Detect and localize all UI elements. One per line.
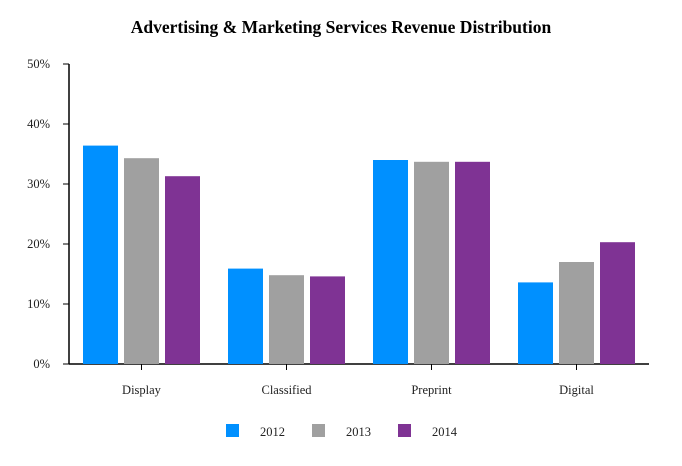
- bar-display-2012: [83, 145, 118, 364]
- bar-digital-2012: [518, 282, 553, 364]
- bars: [83, 145, 635, 364]
- bar-digital-2014: [600, 242, 635, 364]
- bar-preprint-2014: [455, 161, 490, 364]
- x-tick-label: Preprint: [411, 383, 452, 397]
- bar-preprint-2012: [373, 160, 408, 364]
- bar-classified-2012: [228, 268, 263, 364]
- chart-title: Advertising & Marketing Services Revenue…: [131, 17, 552, 37]
- bar-display-2014: [165, 176, 200, 364]
- legend: 2012 2013 2014: [226, 424, 458, 439]
- legend-swatch-2014: [398, 424, 411, 437]
- x-axis: Display Classified Preprint Digital: [69, 363, 649, 397]
- x-tick-label: Display: [122, 383, 162, 397]
- x-tick-label: Classified: [262, 383, 313, 397]
- y-tick-label: 0%: [33, 357, 50, 371]
- y-tick-label: 40%: [27, 117, 50, 131]
- bar-display-2013: [124, 158, 159, 364]
- legend-swatch-2012: [226, 424, 239, 437]
- y-tick-label: 20%: [27, 237, 50, 251]
- y-tick-label: 30%: [27, 177, 50, 191]
- bar-preprint-2013: [414, 161, 449, 364]
- bar-classified-2014: [310, 276, 345, 364]
- legend-label-2014: 2014: [432, 425, 458, 439]
- y-tick-label: 50%: [27, 57, 50, 71]
- legend-swatch-2013: [312, 424, 325, 437]
- legend-label-2013: 2013: [346, 425, 371, 439]
- bar-classified-2013: [269, 275, 304, 364]
- x-tick-label: Digital: [559, 383, 594, 397]
- y-tick-label: 10%: [27, 297, 50, 311]
- bar-digital-2013: [559, 262, 594, 364]
- legend-label-2012: 2012: [260, 425, 285, 439]
- y-axis: 0% 10% 20% 30% 40% 50%: [27, 57, 70, 371]
